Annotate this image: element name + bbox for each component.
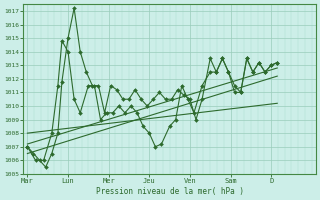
X-axis label: Pression niveau de la mer( hPa ): Pression niveau de la mer( hPa ) xyxy=(96,187,244,196)
